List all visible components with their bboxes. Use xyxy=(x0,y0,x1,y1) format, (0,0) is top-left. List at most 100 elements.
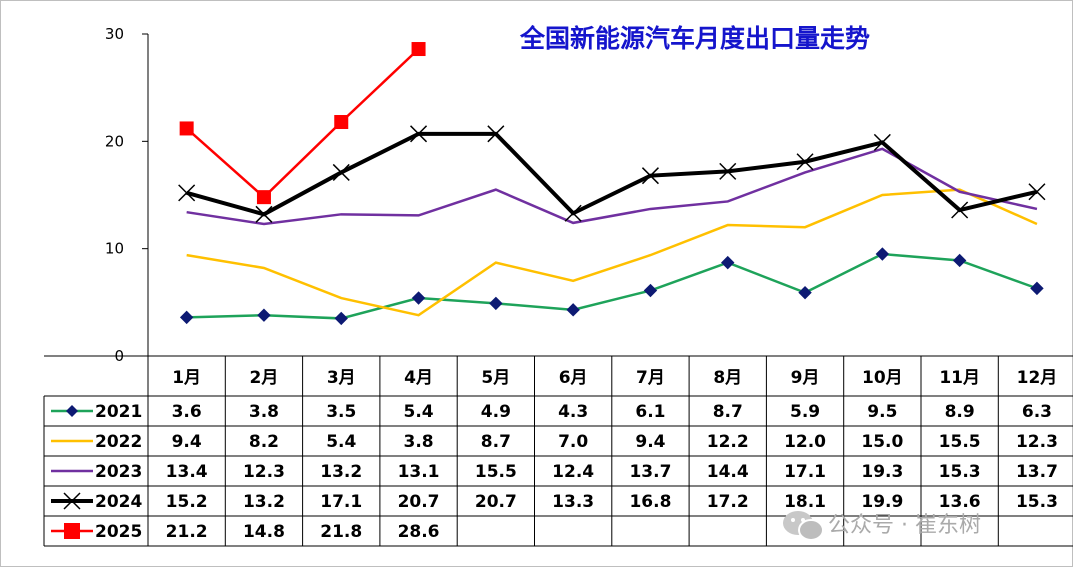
watermark: 公众号 · 崔东树 xyxy=(783,511,981,541)
data-label: 9.5 xyxy=(867,402,897,422)
x-tick-label: 1月 xyxy=(172,368,201,388)
data-label: 28.6 xyxy=(398,522,440,542)
point-2024-x-icon xyxy=(796,153,814,171)
point-2021-diamond-icon xyxy=(489,296,503,311)
data-label: 13.7 xyxy=(629,462,671,482)
data-label: 20.7 xyxy=(475,492,517,512)
data-label: 12.2 xyxy=(707,432,749,452)
point-2024-x-icon xyxy=(487,125,505,143)
legend-label: 2021 xyxy=(95,402,142,422)
x-tick-label: 10月 xyxy=(862,368,903,388)
data-label: 15.2 xyxy=(166,492,208,512)
chart-title: 全国新能源汽车月度出口量走势 xyxy=(519,24,870,53)
data-label: 6.3 xyxy=(1022,402,1052,422)
y-tick-label: 30 xyxy=(105,25,124,43)
data-label: 13.2 xyxy=(320,462,362,482)
data-label: 3.6 xyxy=(172,402,202,422)
data-label: 15.5 xyxy=(939,432,981,452)
x-tick-label: 4月 xyxy=(404,368,433,388)
point-2024-x-icon xyxy=(332,163,350,181)
point-2021-diamond-icon xyxy=(566,303,580,317)
x-tick-label: 11月 xyxy=(939,368,980,388)
data-label: 13.1 xyxy=(398,462,440,482)
x-tick-label: 2月 xyxy=(250,368,279,388)
point-2024-x-icon xyxy=(410,125,428,143)
data-label: 9.4 xyxy=(635,432,665,452)
data-label: 12.3 xyxy=(1016,432,1058,452)
point-2025-square-icon xyxy=(334,115,349,130)
legend-label: 2024 xyxy=(95,492,142,512)
data-label: 12.0 xyxy=(784,432,826,452)
point-2024-x-icon xyxy=(564,204,582,222)
data-label: 5.4 xyxy=(326,432,356,452)
data-label: 8.7 xyxy=(713,402,743,422)
data-label: 4.3 xyxy=(558,402,588,422)
point-2025-square-icon xyxy=(179,121,194,136)
point-2025-square-icon xyxy=(411,42,426,57)
series-line-2021 xyxy=(186,252,1038,320)
data-label: 16.8 xyxy=(629,492,671,512)
data-table: 1月 2月 3月 4月 5月 6月 7月 8月 9月 10月 11月 12月 2021 3.6 3.8 3.5… xyxy=(43,355,1073,547)
series-line-2024 xyxy=(186,131,1038,217)
data-label: 13.7 xyxy=(1016,462,1058,482)
watermark-text: 公众号 · 崔东树 xyxy=(828,513,981,538)
data-label: 19.3 xyxy=(861,462,903,482)
point-2024-x-icon xyxy=(873,133,891,151)
data-label: 13.6 xyxy=(939,492,981,512)
data-label: 18.1 xyxy=(784,492,826,512)
point-2024-x-icon xyxy=(178,184,196,202)
point-2021-diamond-icon xyxy=(952,253,967,268)
x-tick-label: 9月 xyxy=(791,368,820,388)
data-label: 4.9 xyxy=(481,402,511,422)
legend-label: 2023 xyxy=(95,462,142,482)
data-label: 13.3 xyxy=(552,492,594,512)
x-tick-label: 5月 xyxy=(481,368,510,388)
point-2024-x-icon xyxy=(951,201,969,219)
data-label: 14.8 xyxy=(243,522,285,542)
x-tick-label: 6月 xyxy=(559,368,588,388)
point-2021-diamond-icon xyxy=(875,247,890,261)
point-2024-x-icon xyxy=(1028,183,1046,201)
data-label: 8.2 xyxy=(249,432,279,452)
data-label: 21.2 xyxy=(166,522,208,542)
legend-label: 2025 xyxy=(95,522,142,542)
data-label: 8.7 xyxy=(481,432,511,452)
point-2021-diamond-icon xyxy=(411,291,426,305)
wechat-icon xyxy=(783,511,824,541)
series-lines xyxy=(178,42,1046,326)
point-2021-diamond-icon xyxy=(721,255,735,270)
point-2021-diamond-icon xyxy=(643,283,658,298)
data-label: 3.8 xyxy=(403,432,433,452)
legend-square-icon xyxy=(64,523,80,539)
data-label: 17.2 xyxy=(707,492,749,512)
point-2021-diamond-icon xyxy=(1030,281,1044,296)
point-2021-diamond-icon xyxy=(798,285,812,300)
data-label: 3.8 xyxy=(249,402,279,422)
series-line-2025 xyxy=(185,48,420,199)
data-label: 15.5 xyxy=(475,462,517,482)
data-label: 9.4 xyxy=(172,432,202,452)
x-tick-label: 8月 xyxy=(713,368,742,388)
data-label: 19.9 xyxy=(861,492,903,512)
point-2024-x-icon xyxy=(719,162,737,180)
data-label: 5.4 xyxy=(403,402,433,422)
data-label: 12.4 xyxy=(552,462,594,482)
data-label: 12.3 xyxy=(243,462,285,482)
data-label: 15.3 xyxy=(939,462,981,482)
legend-x-icon xyxy=(63,492,81,510)
data-label: 13.4 xyxy=(166,462,208,482)
x-tick-label: 12月 xyxy=(1017,368,1058,388)
series-line-2022 xyxy=(186,188,1038,317)
data-label: 3.5 xyxy=(326,402,356,422)
point-2021-diamond-icon xyxy=(257,308,271,322)
data-label: 17.1 xyxy=(784,462,826,482)
data-label: 7.0 xyxy=(558,432,588,452)
point-2021-diamond-icon xyxy=(179,310,194,325)
data-label: 13.2 xyxy=(243,492,285,512)
data-label: 8.9 xyxy=(945,402,975,422)
data-label: 15.0 xyxy=(861,432,903,452)
point-2024-x-icon xyxy=(255,205,273,223)
data-label: 21.8 xyxy=(320,522,362,542)
